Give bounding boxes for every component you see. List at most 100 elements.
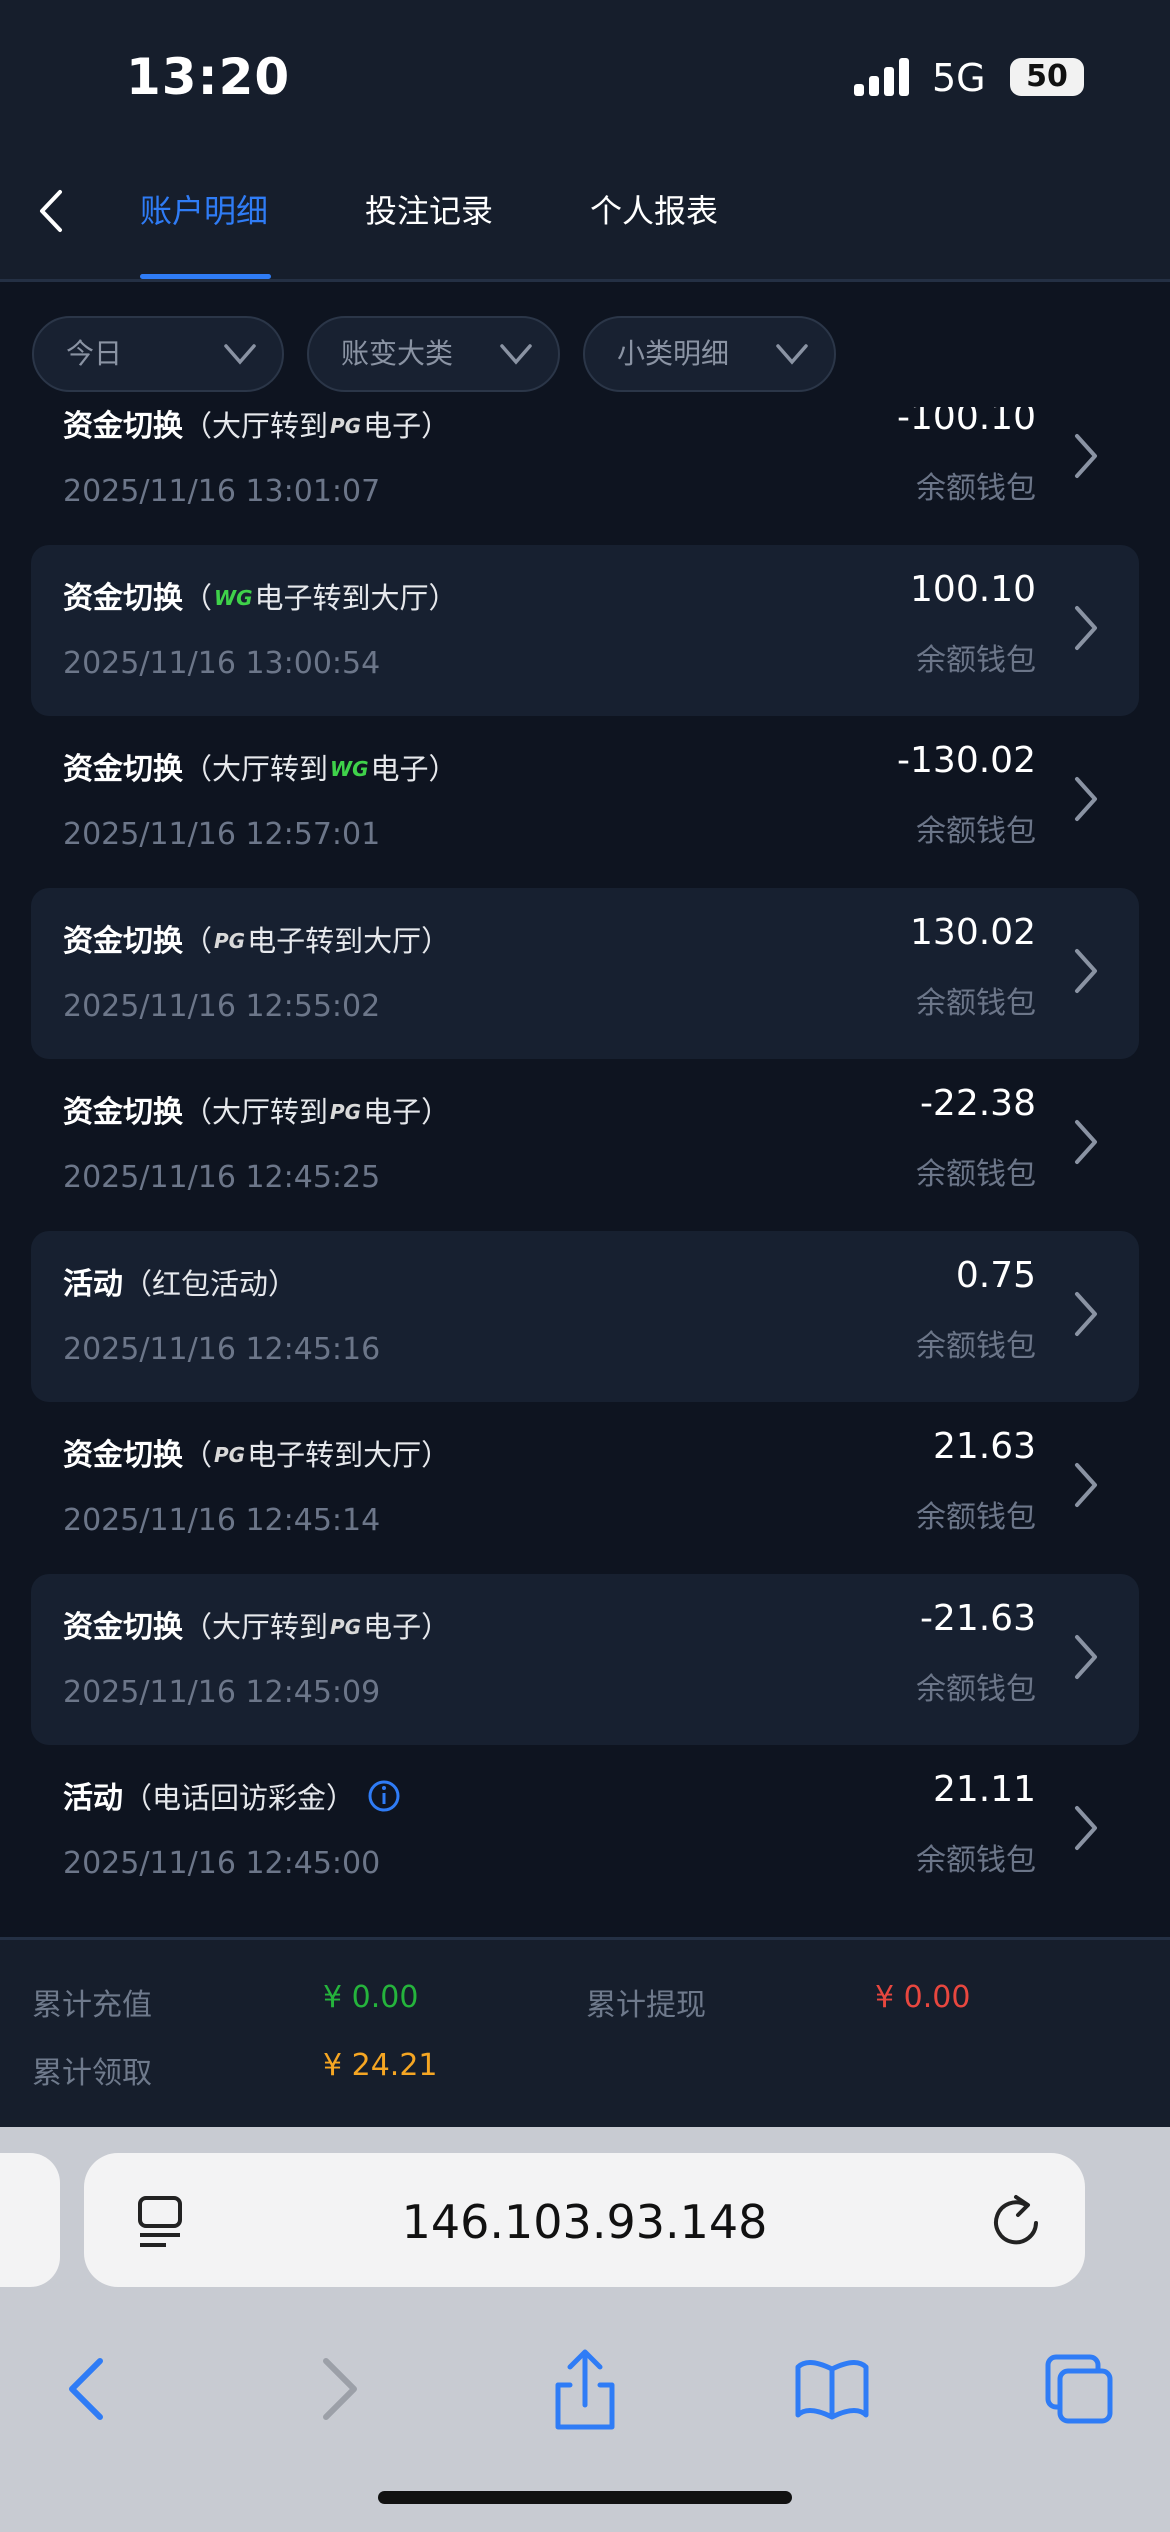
- record-row[interactable]: 活动（红包活动） 2025/11/16 12:45:16 0.75 余额钱包: [31, 1230, 1139, 1402]
- record-title: 资金切换（ PG电子转到大厅）: [63, 916, 450, 960]
- game-logo: PG: [330, 1614, 362, 1639]
- detail-text: 电子）: [363, 1095, 451, 1129]
- address-bar[interactable]: 146.103.93.148: [84, 2153, 1085, 2287]
- share-icon[interactable]: [555, 2349, 615, 2430]
- home-indicator: [378, 2491, 792, 2504]
- record-type: 资金切换: [63, 1438, 183, 1473]
- chevron: [1075, 434, 1097, 478]
- record-title: 资金切换（大厅转到 PG电子）: [63, 1602, 450, 1646]
- detail-text: （大厅转到: [183, 1609, 329, 1644]
- record-type: 活动: [63, 1266, 123, 1302]
- record-detail: （PG电子转到大厅）: [183, 1438, 450, 1472]
- battery: 50: [1010, 58, 1084, 96]
- filter[interactable]: 小类明细: [583, 316, 836, 392]
- record-title: 资金切换（ WG电子转到大厅）: [63, 573, 458, 617]
- game-logo: WG: [330, 757, 369, 781]
- record-detail: （大厅转到 PG电子）: [183, 1610, 450, 1644]
- record-amount: 21.11: [932, 1769, 1036, 1810]
- detail-text: （红包活动）: [123, 1266, 298, 1301]
- record-amount: 100.10: [910, 568, 1036, 610]
- filter-label: 今日: [66, 337, 123, 370]
- summary-value: ¥ 24.21: [323, 2048, 438, 2083]
- tab[interactable]: 投注记录: [365, 192, 494, 230]
- toolbar: [69, 2349, 1113, 2430]
- forward-icon[interactable]: [323, 2358, 357, 2420]
- detail-text: （: [183, 1438, 213, 1472]
- chevron: [1075, 1291, 1097, 1336]
- detail-text: 电子）: [370, 752, 458, 786]
- record-time: 2025/11/16 12:45:25: [63, 1160, 381, 1195]
- chevron: [1075, 1634, 1097, 1679]
- record-title: 资金切换（ PG电子转到大厅）: [63, 1430, 450, 1474]
- page-menu-icon[interactable]: [136, 2195, 190, 2249]
- record-wallet: 余额钱包: [916, 642, 1036, 678]
- record-detail: （大厅转到 WG电子）: [183, 752, 458, 786]
- record-amount: -100.10: [897, 407, 1036, 438]
- record-amount: 21.63: [932, 1426, 1036, 1467]
- record-amount: 130.02: [910, 911, 1036, 953]
- record-time: 2025/11/16 12:57:01: [63, 817, 381, 852]
- summary-label: 累计领取: [32, 2056, 152, 2091]
- back-button[interactable]: [30, 188, 70, 234]
- record-title: 资金切换（大厅转到 PG电子）: [63, 1087, 450, 1131]
- record-type: 资金切换: [63, 752, 183, 787]
- record-type: 资金切换: [63, 409, 183, 444]
- record-detail: （大厅转到 PG电子）: [183, 409, 450, 443]
- record-row[interactable]: 资金切换（大厅转到 PG电子） 2025/11/16 12:45:25 -22.38 余…: [31, 1059, 1139, 1230]
- summary-label: 累计充值: [32, 1988, 152, 2023]
- bookmarks-icon[interactable]: [795, 2360, 869, 2420]
- detail-text: （大厅转到: [183, 752, 329, 786]
- game-logo: WG: [214, 585, 253, 610]
- record-row[interactable]: 资金切换（大厅转到 WG电子） 2025/11/16 12:57:01 -130.02…: [31, 716, 1139, 887]
- detail-text: 电子转到大厅）: [247, 1438, 451, 1472]
- record-detail: （WG电子转到大厅）: [183, 581, 458, 615]
- chevron: [1075, 1120, 1097, 1164]
- header: 13:20 5G 50 账户明细 投注记录 个人报表: [0, 0, 1170, 282]
- tab-preview[interactable]: [0, 2153, 60, 2287]
- record-row[interactable]: 资金切换（大厅转到 PG电子） 2025/11/16 13:01:07 -100.10…: [31, 407, 1139, 544]
- record-time: 2025/11/16 12:55:02: [63, 988, 381, 1024]
- filter-label: 小类明细: [617, 337, 730, 370]
- record-time: 2025/11/16 12:45:16: [63, 1331, 381, 1367]
- record-row[interactable]: 资金切换（ PG电子转到大厅） 2025/11/16 12:45:14 21.63 余额…: [31, 1402, 1139, 1573]
- filter[interactable]: 账变大类: [307, 316, 560, 392]
- record-type: 活动: [63, 1781, 123, 1816]
- record-amount: -130.02: [897, 740, 1036, 781]
- record-type: 资金切换: [63, 923, 183, 959]
- tab-indicator: [140, 274, 271, 279]
- chevron: [1075, 1806, 1097, 1850]
- tabs-icon[interactable]: [1045, 2354, 1113, 2424]
- back-icon[interactable]: [69, 2358, 103, 2420]
- record-row[interactable]: 资金切换（ PG电子转到大厅） 2025/11/16 12:55:02 130.02 余…: [31, 887, 1139, 1059]
- tab[interactable]: 个人报表: [590, 192, 719, 230]
- record-time: 2025/11/16 12:45:09: [63, 1674, 381, 1710]
- game-logo: PG: [330, 1100, 362, 1124]
- record-time: 2025/11/16 13:00:54: [63, 645, 381, 681]
- record-wallet: 余额钱包: [916, 1843, 1036, 1878]
- record-detail: （红包活动）: [123, 1267, 297, 1301]
- record-row[interactable]: 资金切换（大厅转到 PG电子） 2025/11/16 12:45:09 -21.63 余…: [31, 1573, 1139, 1745]
- record-row[interactable]: 资金切换（ WG电子转到大厅） 2025/11/16 13:00:54 100.10 余…: [31, 544, 1139, 716]
- record-wallet: 余额钱包: [916, 471, 1036, 506]
- record-list: 资金切换（大厅转到 PG电子） 2025/11/16 13:01:07 -100.10…: [0, 407, 1170, 1937]
- detail-text: （大厅转到: [183, 409, 329, 443]
- filter[interactable]: 今日: [32, 316, 284, 392]
- detail-text: （: [183, 923, 213, 958]
- browser-chrome: 146.103.93.148: [0, 2127, 1170, 2532]
- record-row[interactable]: 活动（电话回访彩金） 2025/11/16 12:45:00 21.11 余额钱包: [31, 1745, 1139, 1916]
- record-wallet: 余额钱包: [916, 1671, 1036, 1707]
- record-amount: -21.63: [919, 1597, 1036, 1639]
- game-logo: PG: [330, 414, 362, 438]
- record-type: 资金切换: [63, 1609, 183, 1645]
- record-detail: （大厅转到 PG电子）: [183, 1095, 450, 1129]
- record-amount: 0.75: [955, 1254, 1036, 1296]
- record-wallet: 余额钱包: [916, 1500, 1036, 1535]
- record-amount: -22.38: [919, 1083, 1036, 1124]
- summary: 累计充值 ¥ 0.00 累计提现 ¥ 0.00 累计领取 ¥ 24.21: [0, 1937, 1170, 2127]
- info-icon[interactable]: [367, 1779, 401, 1813]
- detail-text: 电子）: [363, 1609, 451, 1644]
- reload-icon[interactable]: [992, 2193, 1048, 2251]
- game-logo: PG: [214, 928, 246, 953]
- tab[interactable]: 账户明细: [140, 192, 269, 230]
